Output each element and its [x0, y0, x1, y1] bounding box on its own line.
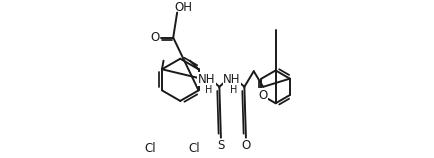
Text: S: S — [217, 139, 225, 152]
Text: NH: NH — [198, 73, 216, 85]
Text: H: H — [230, 85, 237, 95]
Text: Cl: Cl — [144, 142, 155, 155]
Text: O: O — [259, 89, 268, 102]
Text: OH: OH — [174, 1, 192, 14]
Text: O: O — [151, 31, 160, 44]
Text: Cl: Cl — [188, 142, 200, 155]
Text: NH: NH — [223, 73, 240, 85]
Text: O: O — [241, 139, 250, 152]
Text: H: H — [205, 85, 213, 95]
